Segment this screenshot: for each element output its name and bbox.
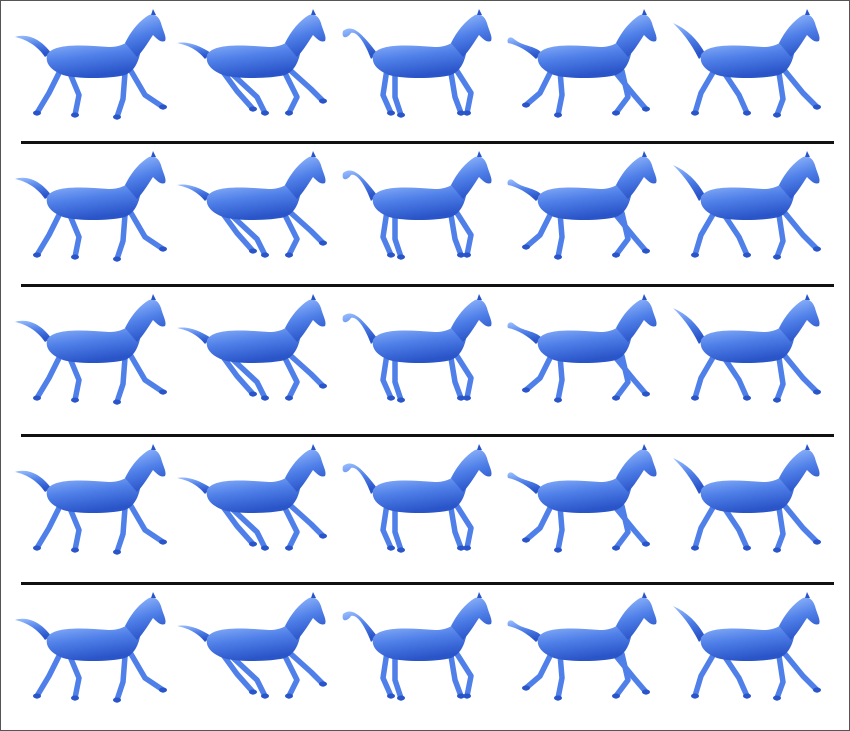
- horse-icon: [13, 294, 173, 406]
- row-separator: [21, 434, 834, 437]
- horse-icon: [667, 444, 827, 556]
- horse-icon: [13, 592, 173, 704]
- horse-icon: [339, 592, 499, 704]
- horse-icon: [13, 151, 173, 263]
- horse-icon: [173, 444, 333, 556]
- horse-icon: [667, 592, 827, 704]
- horse-icon: [504, 9, 664, 121]
- horse-icon: [173, 592, 333, 704]
- horse-icon: [339, 444, 499, 556]
- horse-icon: [667, 294, 827, 406]
- horse-icon: [339, 294, 499, 406]
- horse-icon: [339, 9, 499, 121]
- horse-icon: [173, 9, 333, 121]
- row-separator: [21, 284, 834, 287]
- horse-icon: [504, 294, 664, 406]
- horse-icon: [504, 444, 664, 556]
- horse-icon: [504, 151, 664, 263]
- horse-icon: [667, 9, 827, 121]
- horse-icon: [173, 294, 333, 406]
- horse-icon: [173, 151, 333, 263]
- horse-icon: [13, 444, 173, 556]
- row-separator: [21, 582, 834, 585]
- horse-icon: [667, 151, 827, 263]
- horse-icon: [504, 592, 664, 704]
- horse-icon: [339, 151, 499, 263]
- horse-icon: [13, 9, 173, 121]
- row-separator: [21, 141, 834, 144]
